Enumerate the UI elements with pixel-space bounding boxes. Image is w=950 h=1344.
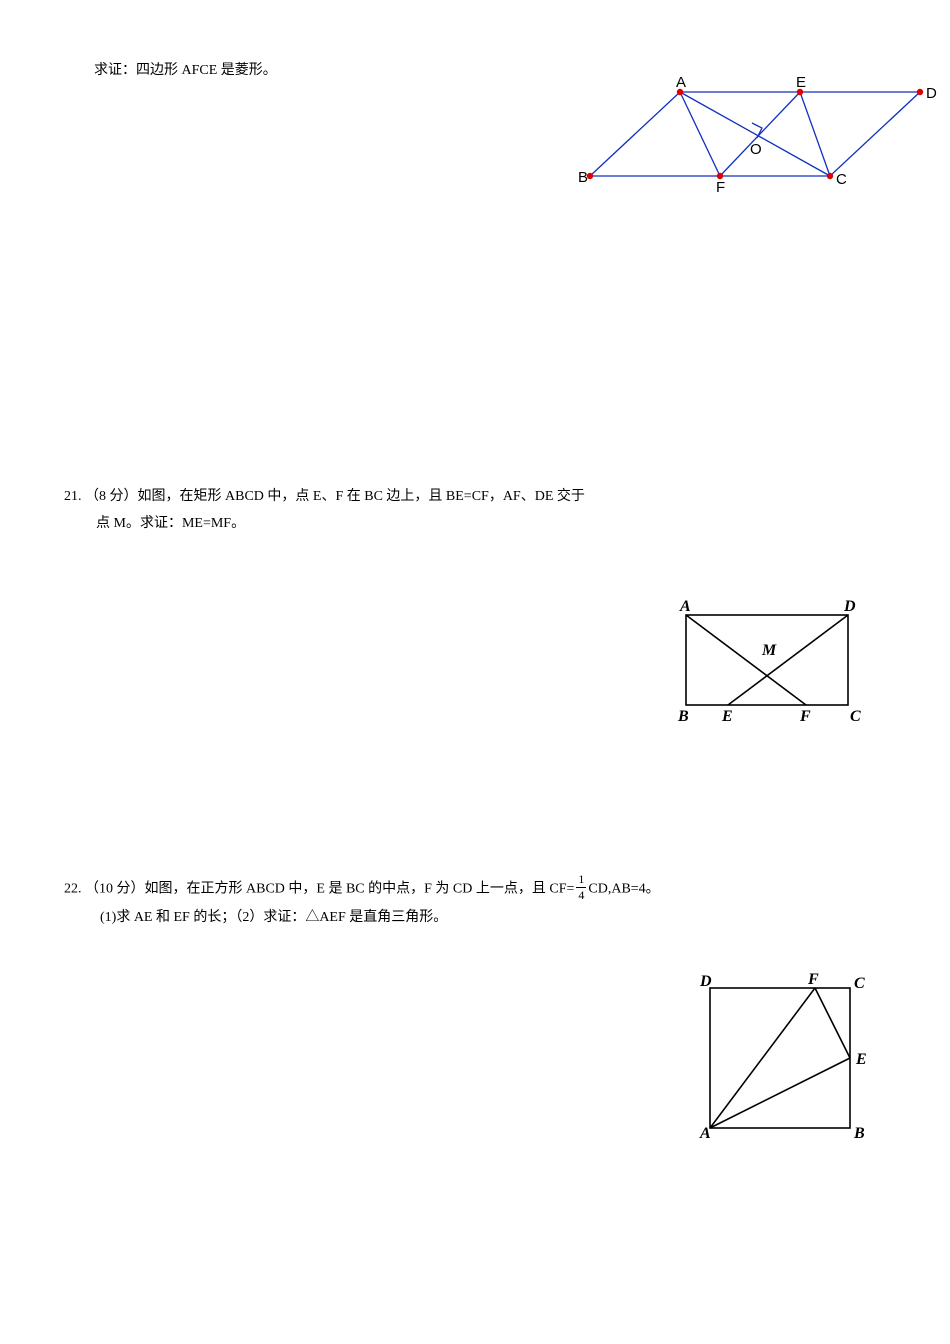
q21-points: （8 分） [85,489,138,504]
label-C: C [836,171,847,188]
q21-number: 21. [64,489,82,504]
label-C: C [854,975,865,992]
label-B: B [578,169,588,186]
fraction-num: 1 [576,872,586,888]
q22-text-a: 如图，在正方形 ABCD 中，E 是 BC 的中点，F 为 CD 上一点，且 C… [145,882,575,897]
label-F: F [807,971,819,988]
q22-text-2: (1)求 AE 和 EF 的长；（2）求证：△AEF 是直角三角形。 [100,910,447,925]
label-D: D [699,973,712,990]
problem-20-text: 求证：四边形 AFCE 是菱形。 [94,58,584,85]
label-F: F [799,708,811,725]
label-D: D [926,85,937,102]
label-E: E [855,1051,867,1068]
problem-21: 21. （8 分）如图，在矩形 ABCD 中，点 E、F 在 BC 边上，且 B… [64,484,744,537]
q22-text-b: CD,AB=4。 [588,882,659,897]
q20-line1: 求证：四边形 AFCE 是菱形。 [94,63,277,78]
label-C: C [850,708,861,725]
label-A: A [676,74,686,91]
problem-20-figure: A E D B F C O [570,72,950,212]
q22-number: 22. [64,882,82,897]
q22-points: （10 分） [85,882,145,897]
label-A: A [699,1125,711,1140]
label-F: F [716,179,725,196]
label-E: E [796,74,806,91]
q21-text-b: 点 M。求证：ME=MF。 [96,516,245,531]
label-M: M [761,642,777,659]
fraction-1-4: 14 [576,872,586,903]
problem-22-figure: D C A B F E [680,970,880,1140]
label-D: D [843,598,856,615]
label-A: A [679,598,691,615]
problem-21-figure: A D B C E F M [668,595,868,735]
q21-text-a: 如图，在矩形 ABCD 中，点 E、F 在 BC 边上，且 BE=CF，AF、D… [138,489,585,504]
label-B: B [853,1125,865,1140]
fraction-den: 4 [576,888,586,903]
label-E: E [721,708,733,725]
label-B: B [677,708,689,725]
label-O: O [750,141,762,158]
problem-22: 22. （10 分）如图，在正方形 ABCD 中，E 是 BC 的中点，F 为 … [64,874,764,932]
